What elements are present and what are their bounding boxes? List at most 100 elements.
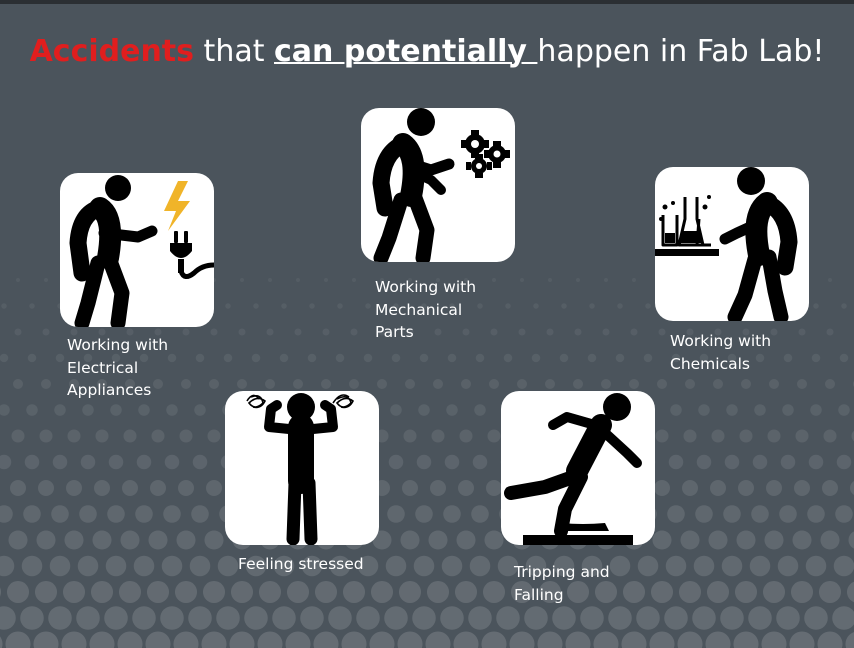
background-dot (727, 353, 737, 363)
background-dot (223, 353, 233, 363)
background-dot (720, 606, 744, 630)
background-dot (80, 454, 96, 470)
background-dot (643, 353, 653, 363)
background-dot (369, 631, 395, 648)
background-dot (779, 505, 797, 523)
background-dot (294, 328, 302, 336)
background-dot (677, 631, 703, 648)
background-dot (474, 404, 486, 416)
background-dot (210, 328, 218, 336)
background-dot (363, 353, 373, 363)
background-dot (509, 631, 535, 648)
background-dot (403, 429, 417, 443)
background-dot (475, 353, 485, 363)
background-dot (608, 606, 632, 630)
background-dot (398, 580, 422, 604)
background-dot (497, 555, 519, 577)
background-dot (572, 378, 584, 390)
background-dot (393, 303, 399, 309)
background-dot (681, 479, 699, 497)
background-dot (133, 555, 155, 577)
background-dot (432, 378, 444, 390)
background-dot (602, 328, 610, 336)
background-dot (0, 555, 15, 577)
background-dot (29, 303, 35, 309)
background-dot (695, 505, 713, 523)
background-dot (348, 378, 360, 390)
background-dot (337, 303, 343, 309)
background-dot (176, 530, 196, 550)
background-dot (82, 404, 94, 416)
background-dot (380, 278, 384, 282)
background-dot (415, 505, 433, 523)
background-dot (849, 481, 854, 495)
background-dot (656, 378, 668, 390)
background-dot (229, 631, 255, 648)
background-dot (217, 555, 239, 577)
background-dot (492, 278, 496, 282)
background-dot (34, 580, 58, 604)
background-dot (724, 454, 740, 470)
background-dot (207, 429, 221, 443)
background-dot (817, 631, 843, 648)
background-dot (195, 353, 205, 363)
chemicals-card (655, 167, 809, 321)
background-dot (149, 479, 167, 497)
background-dot (391, 353, 401, 363)
background-dot (257, 631, 283, 648)
background-dot (118, 580, 142, 604)
background-dot (485, 479, 503, 497)
background-dot (0, 404, 10, 416)
background-dot (664, 606, 688, 630)
background-dot (518, 328, 526, 336)
background-dot (406, 328, 414, 336)
background-dot (453, 631, 479, 648)
background-dot (121, 479, 139, 497)
background-dot (828, 278, 832, 282)
background-dot (600, 378, 612, 390)
background-dot (95, 429, 109, 443)
background-dot (637, 555, 659, 577)
background-dot (384, 606, 408, 630)
background-dot (488, 378, 500, 390)
slide-title: Accidents that can potentially happen in… (0, 34, 854, 69)
background-dot (309, 303, 315, 309)
background-dot (77, 555, 99, 577)
background-dot (471, 505, 489, 523)
background-dot (301, 555, 323, 577)
background-dot (429, 479, 447, 497)
background-dot (54, 404, 66, 416)
background-dot (16, 278, 20, 282)
background-dot (177, 479, 195, 497)
background-dot (167, 353, 177, 363)
background-dot (12, 378, 24, 390)
background-dot (188, 606, 212, 630)
background-dot (559, 353, 569, 363)
background-dot (765, 479, 783, 497)
background-dot (566, 580, 590, 604)
background-dot (804, 606, 828, 630)
background-dot (839, 353, 849, 363)
background-dot (341, 631, 367, 648)
background-dot (617, 303, 623, 309)
background-dot (609, 555, 631, 577)
background-dot (111, 353, 121, 363)
background-dot (251, 353, 261, 363)
background-dot (132, 606, 156, 630)
background-dot (139, 353, 149, 363)
background-dot (68, 378, 80, 390)
background-dot (397, 631, 423, 648)
background-dot (164, 454, 180, 470)
background-dot (832, 606, 854, 630)
background-dot (807, 505, 825, 523)
title-text-2: happen in Fab Lab! (537, 34, 825, 69)
electrical-caption: Working with Electrical Appliances (67, 336, 169, 399)
background-dot (739, 429, 753, 443)
background-dot (464, 278, 468, 282)
background-dot (472, 454, 488, 470)
background-dot (48, 606, 72, 630)
background-dot (782, 404, 794, 416)
background-dot (40, 378, 52, 390)
background-dot (693, 555, 715, 577)
background-dot (752, 454, 768, 470)
